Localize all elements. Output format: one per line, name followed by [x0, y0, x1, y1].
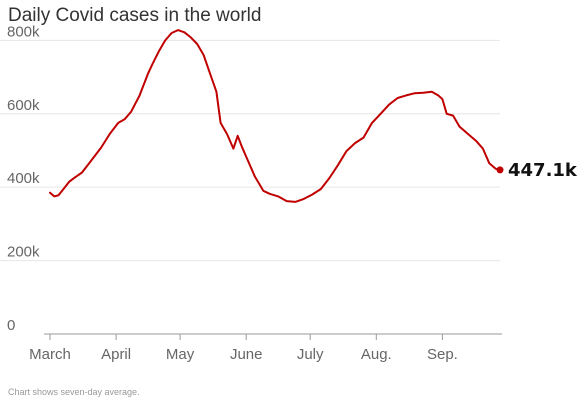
y-tick-label-1: 200k: [7, 244, 40, 261]
y-tick-label-0: 0: [7, 317, 15, 334]
y-tick-label-3: 600k: [7, 97, 40, 114]
x-axis: [44, 333, 502, 340]
series-end-point: [496, 166, 504, 174]
x-tick-label-4: July: [297, 346, 324, 363]
x-tick-label-3: June: [230, 346, 263, 363]
x-tick-label-6: Sep.: [427, 346, 458, 363]
y-tick-label-2: 400k: [7, 170, 40, 187]
x-tick-label-5: Aug.: [361, 346, 392, 363]
chart-footnote: Chart shows seven-day average.: [8, 387, 140, 397]
label-layer: 0 200k 400k 600k 800k March April May June July Au…: [7, 23, 578, 363]
x-tick-label-0: March: [29, 346, 71, 363]
x-tick-label-1: April: [101, 346, 131, 363]
end-value-label: 447.1k: [508, 160, 578, 181]
series-line-0: [49, 29, 501, 203]
x-tick-label-2: May: [166, 346, 195, 363]
grid-layer: [0, 39, 500, 262]
series-layer: [49, 29, 504, 203]
y-tick-label-4: 800k: [7, 23, 40, 40]
chart-title: Daily Covid cases in the world: [8, 5, 262, 26]
